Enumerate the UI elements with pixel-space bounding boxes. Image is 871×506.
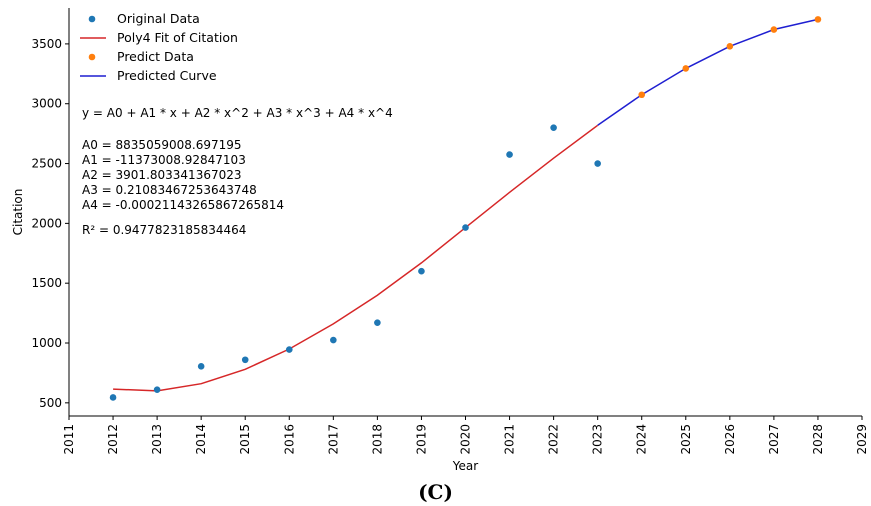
legend: Original Data Poly4 Fit of Citation Predic… bbox=[80, 11, 238, 83]
x-tick-label: 2018 bbox=[370, 424, 384, 455]
original-data-point bbox=[241, 356, 249, 364]
x-tick-label: 2017 bbox=[326, 424, 340, 455]
y-tick-label: 3500 bbox=[31, 37, 62, 51]
original-data-point bbox=[374, 319, 381, 326]
coefficient-text: A2 = 3901.803341367023 bbox=[82, 168, 242, 182]
x-tick-label: 2020 bbox=[459, 424, 473, 455]
original-data-point bbox=[462, 224, 469, 231]
x-tick-label: 2021 bbox=[503, 424, 517, 455]
predict-data-point bbox=[770, 26, 778, 33]
predict-data-point bbox=[726, 42, 734, 50]
figure-caption: (C) bbox=[418, 480, 453, 504]
original-data-point bbox=[109, 394, 117, 401]
legend-label: Predict Data bbox=[117, 49, 194, 64]
y-tick-label: 2000 bbox=[31, 216, 62, 230]
predict-data-point bbox=[682, 65, 690, 72]
x-tick-label: 2014 bbox=[194, 424, 208, 455]
r-squared-text: R² = 0.9477823185834464 bbox=[82, 223, 246, 237]
predict-data-point bbox=[814, 16, 822, 23]
y-tick-label: 1500 bbox=[31, 276, 62, 290]
axes: 2011 2012 2013 2014 2015 2016 2017 2018 2019 2020… bbox=[11, 8, 869, 473]
coefficient-text: A3 = 0.21083467253643748 bbox=[82, 183, 257, 197]
x-tick-label: 2026 bbox=[723, 424, 737, 455]
x-tick-label: 2027 bbox=[767, 424, 781, 455]
poly4-fit-line bbox=[113, 124, 599, 392]
x-tick-label: 2013 bbox=[150, 424, 164, 455]
original-data-point bbox=[197, 363, 205, 370]
original-data-point bbox=[550, 124, 557, 131]
original-data-point bbox=[506, 151, 513, 158]
x-tick-label: 2028 bbox=[811, 424, 825, 455]
y-axis-title: Citation bbox=[11, 189, 25, 236]
x-tick-label: 2022 bbox=[547, 424, 561, 455]
chart-canvas: 2011 2012 2013 2014 2015 2016 2017 2018 2019 2020… bbox=[11, 8, 869, 473]
legend-label: Original Data bbox=[117, 11, 200, 26]
x-tick-label: 2015 bbox=[238, 424, 252, 455]
x-tick-label: 2012 bbox=[106, 424, 120, 455]
legend-label: Poly4 Fit of Citation bbox=[117, 30, 238, 45]
original-data-point bbox=[153, 386, 161, 393]
x-tick-label: 2023 bbox=[591, 424, 605, 455]
equation-text: y = A0 + A1 * x + A2 * x^2 + A3 * x^3 + … bbox=[82, 106, 393, 120]
coefficient-text: A0 = 8835059008.697195 bbox=[82, 138, 242, 152]
original-data-point bbox=[285, 346, 293, 353]
predicted-curve-line bbox=[597, 18, 819, 126]
predict-data-point bbox=[638, 91, 646, 99]
x-tick-label: 2016 bbox=[282, 424, 296, 455]
x-axis-title: Year bbox=[452, 459, 478, 473]
series-layer bbox=[109, 16, 822, 401]
x-tick-label: 2019 bbox=[414, 424, 428, 455]
y-tick-label: 500 bbox=[39, 396, 62, 410]
original-data-point bbox=[594, 160, 601, 167]
x-tick-label: 2024 bbox=[635, 424, 649, 455]
original-data-point bbox=[330, 336, 337, 344]
x-tick-label: 2029 bbox=[855, 424, 869, 455]
equation-annotation: y = A0 + A1 * x + A2 * x^2 + A3 * x^3 + … bbox=[82, 106, 393, 237]
x-tick-label: 2011 bbox=[62, 424, 76, 455]
legend-marker bbox=[88, 53, 96, 61]
coefficient-text: A1 = -11373008.92847103 bbox=[82, 153, 246, 167]
y-tick-label: 3000 bbox=[31, 97, 62, 111]
legend-label: Predicted Curve bbox=[117, 68, 217, 83]
coefficient-text: A4 = -0.00021143265867265814 bbox=[82, 198, 284, 212]
y-tick-label: 2500 bbox=[31, 157, 62, 171]
legend-marker bbox=[88, 15, 96, 23]
original-data-point bbox=[418, 267, 425, 275]
y-tick-label: 1000 bbox=[31, 336, 62, 350]
x-tick-label: 2025 bbox=[679, 424, 693, 455]
